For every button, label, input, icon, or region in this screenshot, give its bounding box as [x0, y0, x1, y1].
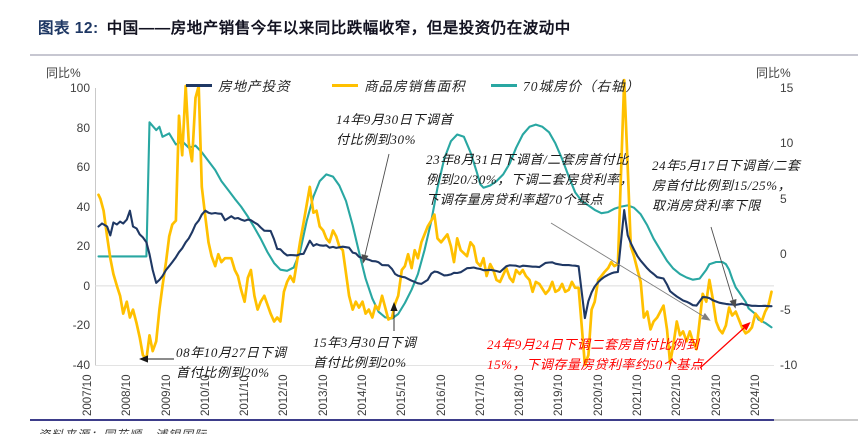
x-axis-tick-label: 2011/10	[239, 375, 252, 416]
left-axis-tick-label: -20	[72, 318, 90, 333]
annotation-2014-downpayment-cut: 14年9月30日下调首 付比例到30%	[336, 110, 453, 150]
left-axis-tick-label: 40	[76, 199, 90, 214]
annotation-line: 例到20/30%，下调二套房贷利率，	[426, 172, 634, 187]
right-axis-tick-label: 5	[780, 191, 787, 206]
legend-item-home-price: 70城房价（右轴）	[491, 75, 640, 95]
right-axis-tick-label: 10	[780, 136, 794, 151]
figure-number-label: 图表 12:	[38, 20, 99, 37]
annotation-line: 首付比例到20%	[176, 365, 270, 380]
left-axis-tick-label: 100	[69, 81, 90, 95]
chart-legend: 房地产投资 商品房销售面积 70城房价（右轴）	[0, 75, 858, 95]
x-axis-tick-label: 2017/10	[474, 374, 487, 416]
x-axis-tick-label: 2020/10	[592, 374, 605, 416]
annotation-line: 15%，下调存量房贷利率约50个基点	[487, 357, 704, 372]
sales-area-line-swatch	[332, 83, 358, 87]
left-axis-tick-label: 60	[76, 160, 90, 175]
x-axis-tick-label: 2010/10	[199, 374, 212, 416]
footer-divider-rule-end	[774, 419, 858, 421]
figure-title: 中国——房地产销售今年以来同比跌幅收窄，但是投资仍在波动中	[106, 20, 571, 37]
x-axis-tick-label: 2019/10	[553, 374, 566, 416]
left-axis-tick-label: 20	[76, 239, 90, 254]
left-axis-tick-label: -40	[72, 358, 90, 372]
annotation-2015-downpayment-cut: 15年3月30日下调 首付比例到20%	[313, 333, 417, 373]
annotation-line: 23年8月31日下调首/二套房首付比	[426, 152, 629, 167]
right-axis-tick-label: 0	[780, 247, 787, 262]
x-axis-tick-label: 2013/10	[317, 374, 330, 416]
x-axis-tick-label: 2009/10	[160, 374, 173, 416]
annotation-line: 下调存量房贷利率超70个基点	[426, 192, 604, 207]
left-axis-unit-label: 同比%	[46, 66, 81, 80]
annotation-2024-may-policy: 24年5月17日下调首/二套 房首付比例到15/25%， 取消房贷利率下限	[652, 156, 801, 216]
right-axis-unit-label: 同比%	[756, 66, 791, 80]
x-axis-tick-label: 2024/10	[749, 374, 762, 416]
x-axis-tick-label: 2012/10	[278, 374, 291, 416]
annotation-line: 08年10月27日下调	[176, 345, 287, 360]
annotation-line: 取消房贷利率下限	[652, 198, 761, 213]
legend-item-sales-area: 商品房销售面积	[332, 75, 466, 95]
x-axis-tick-label: 2018/10	[514, 374, 527, 416]
x-axis-tick-label: 2014/10	[357, 374, 370, 416]
legend-label-sales-area: 商品房销售面积	[364, 79, 466, 94]
home-price-line-swatch	[491, 83, 517, 87]
footer-divider-rule	[30, 419, 774, 421]
annotation-line: 首付比例到20%	[313, 355, 407, 370]
x-axis-tick-label: 2007/10	[82, 374, 94, 416]
annotation-line: 房首付比例到15/25%，	[652, 178, 792, 193]
annotation-2023-policy-package: 23年8月31日下调首/二套房首付比 例到20/30%，下调二套房贷利率， 下调…	[426, 150, 633, 210]
annotation-line: 24年9月24日下调二套房首付比例到	[487, 337, 700, 352]
annotation-line: 15年3月30日下调	[313, 335, 417, 350]
title-divider-rule	[30, 54, 858, 56]
source-note: 资料来源：同花顺，浦银国际	[38, 426, 207, 434]
left-axis-tick-label: 0	[83, 278, 90, 293]
x-axis-tick-label: 2023/10	[710, 374, 723, 416]
legend-label-home-price: 70城房价（右轴）	[523, 79, 640, 94]
annotation-2024-sep-policy: 24年9月24日下调二套房首付比例到 15%，下调存量房贷利率约50个基点	[487, 335, 704, 375]
legend-label-investment: 房地产投资	[218, 79, 291, 94]
right-axis-tick-label: -5	[780, 302, 791, 317]
annotation-2008-downpayment-cut: 08年10月27日下调 首付比例到20%	[176, 343, 287, 383]
left-axis-tick-label: 80	[76, 120, 90, 135]
legend-item-investment: 房地产投资	[186, 75, 291, 95]
x-axis-tick-label: 2008/10	[121, 374, 134, 416]
right-axis-tick-label: 15	[780, 81, 794, 95]
right-axis-tick-label: -10	[780, 358, 798, 372]
annotation-line: 付比例到30%	[336, 132, 417, 147]
annotation-line: 14年9月30日下调首	[336, 112, 454, 127]
x-axis-tick-label: 2016/10	[435, 374, 448, 416]
x-axis-tick-label: 2022/10	[671, 374, 684, 416]
investment-line-swatch	[186, 83, 212, 87]
x-axis-tick-label: 2015/10	[396, 374, 409, 416]
x-axis-tick-label: 2021/10	[632, 374, 645, 416]
annotation-line: 24年5月17日下调首/二套	[652, 158, 801, 173]
figure-header: 图表 12: 中国——房地产销售今年以来同比跌幅收窄，但是投资仍在波动中	[38, 16, 571, 38]
